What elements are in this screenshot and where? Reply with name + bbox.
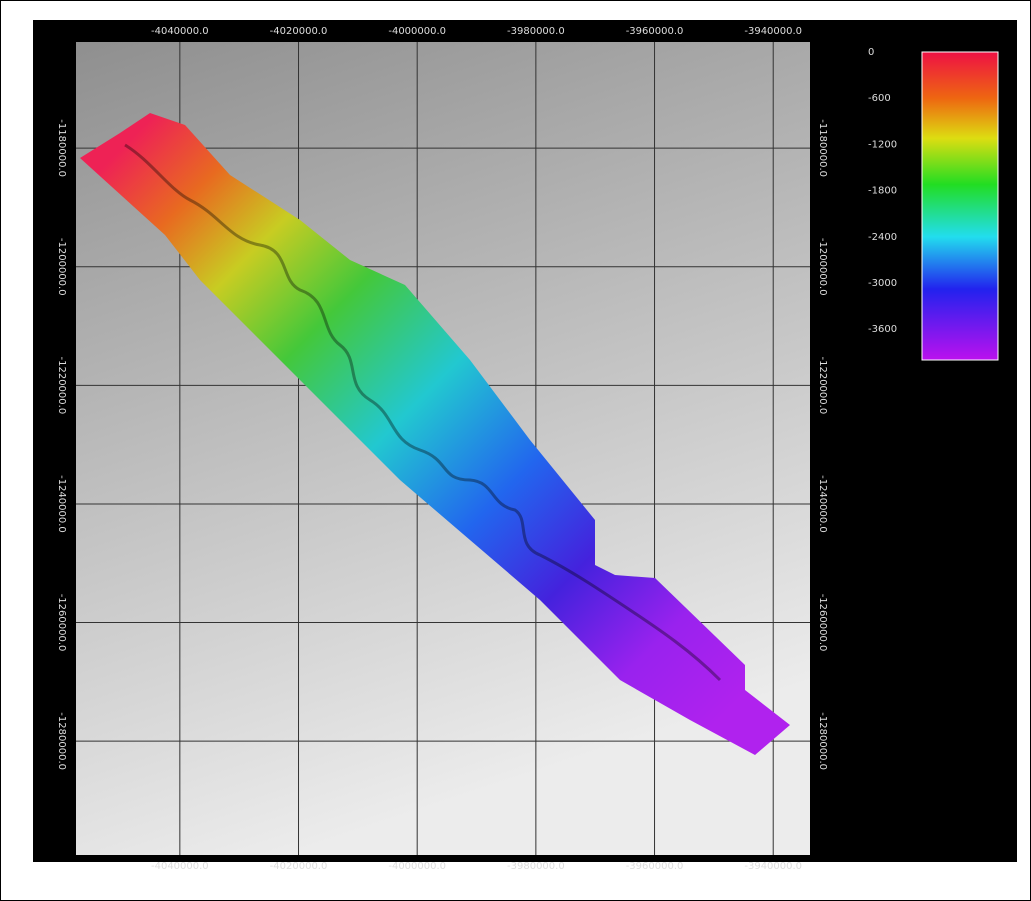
y-tick-label: -1180000.0 (817, 119, 828, 177)
colorbar-tick-label: 0 (868, 47, 874, 58)
x-tick-label: -4020000.0 (270, 26, 328, 37)
colorbar-tick-label: -3600 (868, 324, 897, 335)
x-tick-label: -3980000.0 (507, 861, 565, 872)
x-tick-label: -3980000.0 (507, 26, 565, 37)
colorbar-tick-label: -3000 (868, 278, 897, 289)
x-tick-label: -3960000.0 (626, 861, 684, 872)
y-tick-label: -1200000.0 (56, 238, 67, 296)
colorbar-tick-label: -2400 (868, 232, 897, 243)
y-tick-label: -1240000.0 (817, 475, 828, 533)
x-tick-label: -4020000.0 (270, 861, 328, 872)
y-tick-label: -1260000.0 (56, 594, 67, 652)
y-tick-label: -1280000.0 (56, 712, 67, 770)
y-tick-label: -1200000.0 (817, 238, 828, 296)
colorbar-tick-label: -1800 (868, 186, 897, 197)
x-tick-label: -4000000.0 (388, 26, 446, 37)
channel (124, 143, 722, 682)
x-tick-label: -4040000.0 (151, 26, 209, 37)
colorbar (921, 51, 999, 361)
colorbar-tick-label: -1200 (868, 139, 897, 150)
y-tick-label: -1280000.0 (817, 712, 828, 770)
bathymetry-swath (80, 113, 790, 755)
x-tick-label: -3960000.0 (626, 26, 684, 37)
y-tick-label: -1180000.0 (56, 119, 67, 177)
y-tick-label: -1240000.0 (56, 475, 67, 533)
x-tick-label: -4000000.0 (388, 861, 446, 872)
y-tick-label: -1260000.0 (817, 594, 828, 652)
x-tick-label: -3940000.0 (744, 26, 802, 37)
x-tick-label: -4040000.0 (151, 861, 209, 872)
x-tick-label: -3940000.0 (744, 861, 802, 872)
y-tick-label: -1220000.0 (817, 357, 828, 415)
y-tick-label: -1220000.0 (56, 357, 67, 415)
colorbar-tick-label: -600 (868, 93, 891, 104)
